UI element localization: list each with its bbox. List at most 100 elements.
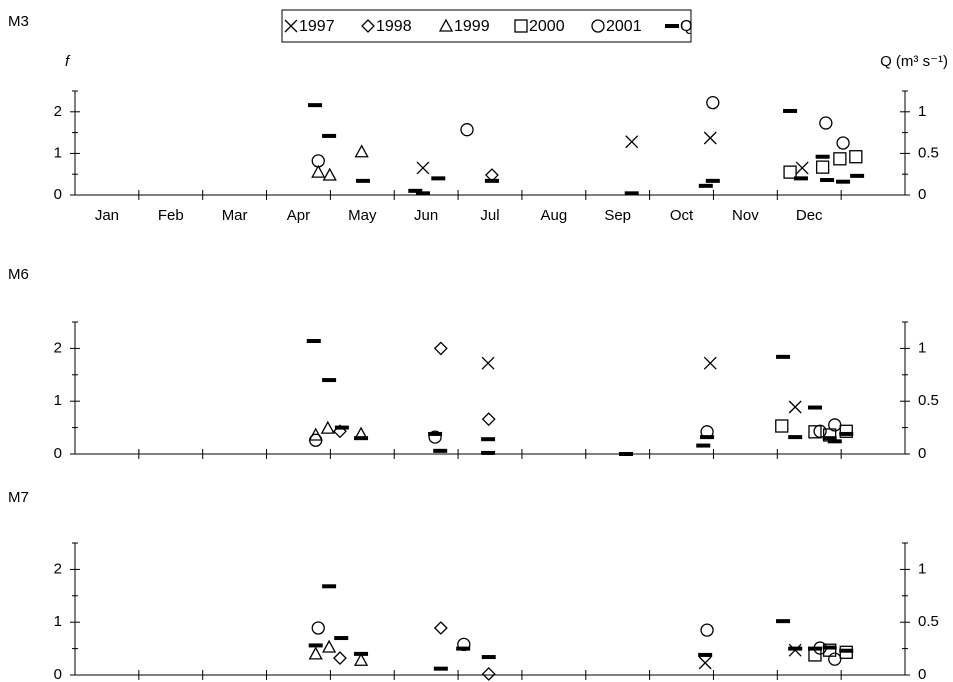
y2-tick-label: 0 (918, 666, 926, 682)
data-point (700, 623, 714, 637)
data-point (706, 95, 720, 110)
data-point (705, 178, 720, 183)
data-point (354, 144, 369, 158)
data-point (456, 646, 471, 651)
x-tick-label: Apr (287, 207, 310, 224)
data-point (625, 135, 639, 149)
data-point (815, 160, 830, 174)
data-point (828, 418, 842, 432)
legend-label: 2000 (529, 18, 565, 35)
data-point (308, 646, 323, 660)
data-point (703, 356, 717, 370)
data-point (334, 636, 349, 641)
data-point (433, 448, 448, 453)
data-point (698, 656, 712, 670)
data-point (776, 619, 791, 624)
data-point (481, 655, 496, 660)
x-tick-label: Sep (604, 207, 631, 224)
data-point (433, 666, 448, 671)
x-tick-label: Nov (732, 207, 759, 224)
data-point (839, 648, 854, 653)
data-point (460, 123, 474, 137)
y2-axis-label: Q (m³ s⁻¹) (880, 53, 948, 70)
y-tick-label: 2 (54, 103, 62, 120)
x-tick-label: Jan (95, 207, 119, 224)
data-point (322, 133, 337, 138)
data-point (355, 178, 370, 183)
legend-label: 1998 (376, 18, 412, 35)
data-point (481, 437, 496, 442)
data-point (836, 136, 850, 150)
data-point (481, 667, 496, 681)
data-point (306, 339, 321, 344)
y-tick-label: 1 (54, 144, 62, 161)
data-point (822, 436, 837, 441)
data-point (783, 108, 798, 113)
legend-marker (591, 19, 605, 33)
y-tick-label: 0 (54, 186, 62, 203)
data-point (353, 652, 369, 666)
data-point (433, 341, 448, 356)
data-point (308, 643, 323, 648)
data-point (839, 424, 853, 438)
y2-tick-label: 1 (918, 560, 926, 577)
panel-title: M6 (8, 266, 29, 283)
x-tick-label: Dec (796, 207, 823, 224)
y-tick-label: 1 (54, 392, 62, 409)
data-point (820, 178, 835, 183)
y2-tick-label: 0 (918, 445, 926, 462)
data-point (839, 431, 854, 436)
data-point (698, 183, 713, 188)
y-axis-label: f (65, 53, 71, 70)
legend-label: 1997 (299, 18, 335, 35)
data-point (334, 425, 349, 430)
data-point (775, 419, 789, 433)
data-point (788, 646, 803, 651)
data-point (320, 420, 335, 434)
data-point (431, 176, 446, 181)
data-point (618, 452, 633, 456)
y-tick-label: 0 (54, 666, 62, 682)
data-point (815, 154, 830, 159)
data-point (822, 645, 837, 650)
data-point (827, 439, 842, 444)
data-point (354, 436, 369, 441)
data-point (311, 621, 325, 635)
x-tick-label: Aug (540, 207, 567, 224)
x-tick-label: Oct (670, 207, 694, 224)
data-point (322, 584, 337, 589)
data-point (813, 424, 827, 438)
x-tick-label: May (348, 207, 377, 224)
data-point (311, 154, 325, 168)
data-point (322, 167, 337, 181)
data-point (311, 164, 326, 178)
data-point (783, 165, 797, 179)
legend-marker (284, 19, 298, 33)
legend-marker (665, 24, 679, 28)
x-tick-label: Feb (158, 207, 184, 224)
data-point (698, 652, 713, 657)
y2-tick-label: 0.5 (918, 392, 939, 409)
y2-tick-label: 1 (918, 103, 926, 120)
y-tick-label: 1 (54, 613, 62, 630)
panel-title: M3 (8, 13, 29, 30)
data-point (807, 646, 822, 651)
data-point (819, 116, 833, 130)
data-point (354, 651, 369, 656)
data-point (703, 131, 717, 145)
data-point (428, 431, 443, 436)
legend-marker (361, 19, 375, 33)
data-point (833, 152, 847, 166)
data-point (481, 356, 495, 370)
data-point (700, 435, 715, 440)
x-tick-label: Jun (414, 207, 438, 224)
data-point (308, 103, 323, 108)
data-point (433, 621, 448, 635)
data-point (849, 150, 863, 164)
data-point (696, 443, 711, 448)
legend-label: Q (680, 18, 692, 35)
data-point (481, 450, 496, 455)
data-point (309, 433, 323, 447)
legend-marker (438, 18, 454, 32)
y2-tick-label: 0 (918, 186, 926, 203)
